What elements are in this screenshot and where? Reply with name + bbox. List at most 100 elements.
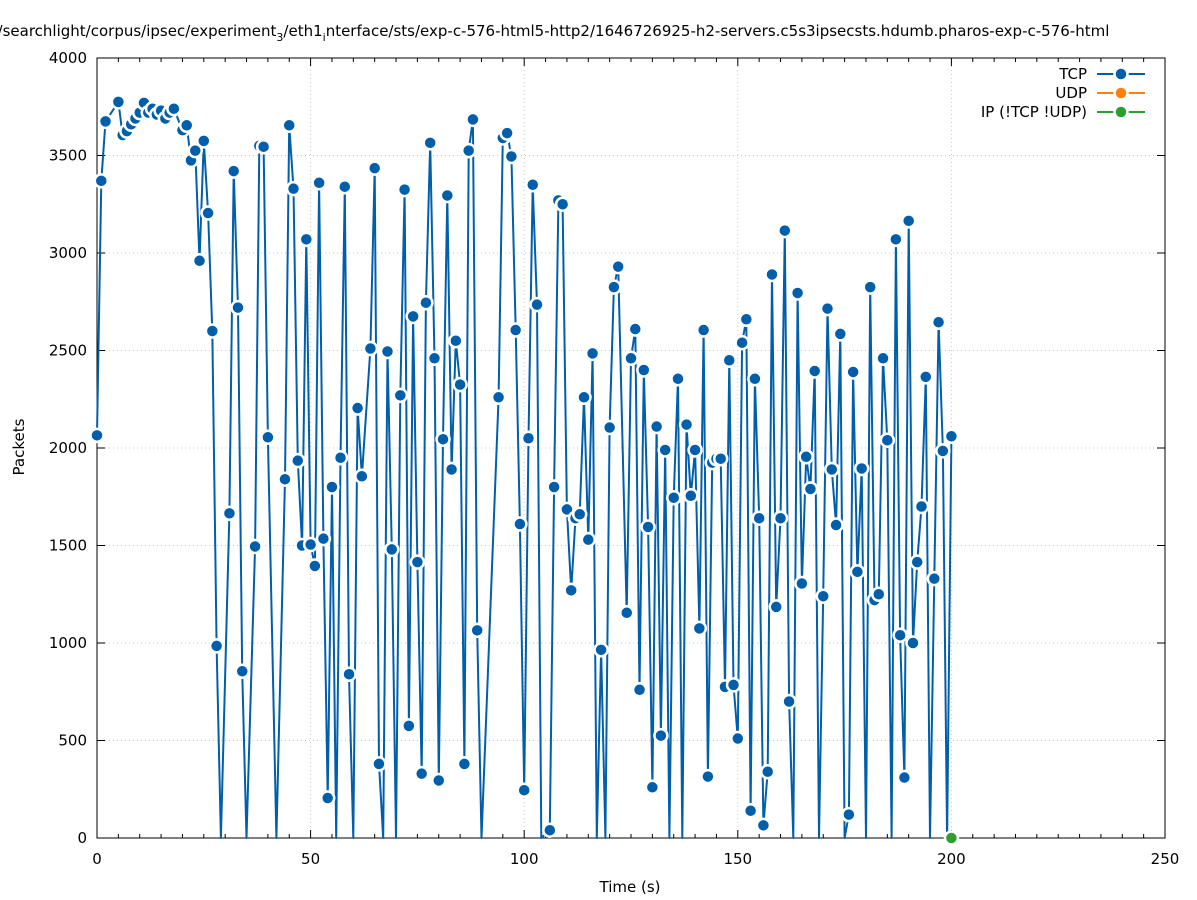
data-point [879, 432, 896, 448]
data-point [777, 222, 793, 239]
data-point [277, 471, 293, 487]
data-point [311, 175, 327, 191]
data-point [576, 389, 592, 406]
data-point [503, 148, 520, 165]
data-point [759, 763, 776, 780]
legend-marker [1113, 85, 1129, 101]
data-point [610, 258, 626, 275]
data-point [900, 213, 917, 229]
data-point [943, 428, 960, 445]
data-point [734, 334, 750, 351]
series-layer [89, 94, 960, 846]
data-point [712, 450, 729, 467]
data-point [431, 772, 447, 789]
data-point [499, 125, 515, 141]
y-tick-label: 0 [77, 829, 87, 847]
data-point [935, 443, 951, 459]
data-point [315, 530, 332, 547]
data-point [738, 311, 755, 328]
data-point [695, 322, 712, 338]
data-point [798, 449, 814, 465]
data-point [187, 142, 204, 159]
data-point [896, 769, 913, 786]
data-point [554, 196, 571, 212]
data-point [687, 442, 703, 458]
chart-title: 0/searchlight/corpus/ipsec/experiment3/e… [0, 22, 1109, 44]
data-point [89, 427, 105, 444]
data-point [764, 266, 780, 283]
data-point [349, 400, 366, 416]
data-point [824, 461, 840, 478]
data-point [623, 350, 639, 367]
x-tick-label: 150 [723, 850, 752, 868]
data-point [802, 481, 819, 497]
y-tick-label: 1000 [49, 634, 87, 652]
data-point [683, 488, 699, 504]
legend-marker [1113, 104, 1129, 120]
data-point [290, 452, 306, 469]
data-point [512, 516, 528, 532]
data-point [405, 308, 421, 325]
data-point [520, 430, 537, 446]
data-point [943, 830, 960, 846]
data-point [909, 554, 925, 570]
data-point [260, 429, 276, 446]
y-tick-label: 2500 [49, 342, 87, 360]
data-point [191, 253, 208, 269]
data-point [755, 817, 772, 834]
data-point [307, 558, 323, 574]
data-point [926, 570, 943, 587]
data-point [302, 536, 319, 553]
data-point [593, 642, 609, 658]
data-point [448, 333, 464, 349]
data-point [853, 460, 870, 477]
data-point [768, 599, 784, 615]
data-point [747, 371, 763, 387]
data-point [178, 117, 195, 134]
data-point [730, 730, 746, 747]
data-point [665, 489, 682, 506]
data-point [542, 822, 558, 838]
data-point [362, 340, 379, 357]
y-tick-label: 1500 [49, 537, 87, 555]
data-point [601, 419, 618, 436]
data-point [460, 142, 477, 159]
data-point [618, 605, 635, 621]
data-point [841, 806, 857, 823]
data-point [584, 345, 601, 362]
data-point [418, 294, 434, 311]
data-point [905, 635, 921, 651]
data-point [832, 326, 849, 342]
data-point [653, 727, 669, 744]
x-axis-label: Time (s) [599, 878, 661, 896]
data-point [230, 299, 246, 316]
data-point [208, 638, 225, 654]
data-point [794, 575, 810, 592]
data-point [354, 468, 370, 485]
legend-marker [1113, 66, 1129, 82]
data-point [366, 160, 383, 176]
legend-label: TCP [1058, 65, 1087, 83]
data-point [627, 321, 644, 337]
data-point [371, 756, 387, 772]
data-point [918, 369, 934, 385]
data-point [871, 586, 887, 602]
data-point [379, 343, 396, 360]
data-point [319, 790, 336, 806]
data-point [255, 138, 272, 155]
data-point [819, 300, 836, 317]
data-point [849, 564, 866, 580]
data-point [97, 113, 114, 130]
data-point [452, 376, 468, 393]
y-axis-label: Packets [10, 418, 28, 475]
x-tick-label: 50 [301, 850, 320, 868]
data-point [691, 620, 708, 637]
series-tcp [89, 94, 960, 839]
data-point [332, 450, 349, 466]
legend-label: IP (!TCP !UDP) [981, 103, 1087, 121]
data-point [806, 363, 823, 379]
y-tick-label: 4000 [49, 49, 87, 67]
data-point [529, 296, 545, 313]
